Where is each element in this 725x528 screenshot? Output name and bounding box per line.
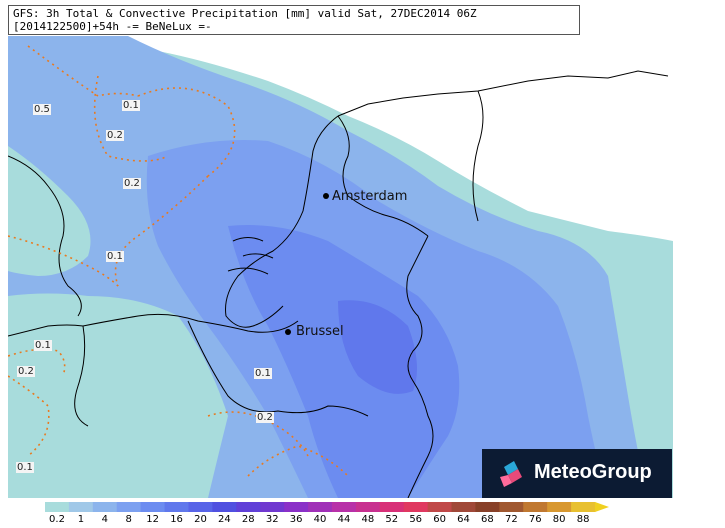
legend-label: 72 [504, 514, 518, 525]
legend-overflow-arrow [595, 502, 609, 512]
logo-text: MeteoGroup [534, 461, 652, 483]
contour-label: 0.5 [33, 104, 51, 115]
title-line-1: GFS: 3h Total & Convective Precipitation… [13, 7, 477, 20]
contour-label: 0.1 [106, 251, 124, 262]
legend-label: 32 [265, 514, 279, 525]
contour-label: 0.1 [34, 340, 52, 351]
legend-label: 12 [146, 514, 160, 525]
legend-swatch [164, 502, 189, 512]
legend-swatch [451, 502, 476, 512]
borders [8, 70, 669, 498]
legend-label: 24 [218, 514, 231, 525]
legend-swatch [308, 502, 333, 512]
legend-label: 44 [337, 514, 351, 525]
legend-swatch [475, 502, 500, 512]
legend-label: 20 [194, 514, 207, 525]
legend-label: 16 [170, 514, 183, 525]
legend-label: 68 [481, 514, 494, 525]
legend-swatch [116, 502, 142, 512]
legend-label: 48 [361, 514, 375, 525]
city-label-brussel: Brussel [296, 324, 344, 339]
legend-label: 64 [457, 514, 470, 525]
legend-label: 28 [241, 514, 255, 525]
islands [227, 237, 274, 275]
legend-label: 56 [409, 514, 423, 525]
contour-label: 0.1 [16, 462, 34, 473]
legend-label: 52 [385, 514, 399, 525]
legend-swatch [284, 502, 309, 512]
legend-swatch [45, 502, 70, 512]
legend-label: 88 [576, 514, 590, 525]
legend-label: 36 [289, 514, 303, 525]
legend-swatch [68, 502, 94, 512]
legend-label: 40 [313, 514, 327, 525]
legend-label: 8 [125, 514, 132, 525]
legend-swatch [260, 502, 285, 512]
legend-swatch [403, 502, 429, 512]
map-svg [8, 36, 673, 498]
amsterdam-marker [323, 193, 329, 199]
contour-label: 0.2 [256, 412, 274, 423]
precip-band-12 [338, 300, 417, 394]
no-precip-area [108, 36, 673, 241]
contour-label: 0.2 [17, 366, 35, 377]
contour-label: 0.1 [122, 100, 140, 111]
precipitation-map: 0.5 0.1 0.2 0.2 0.1 0.1 0.2 0.1 0.2 0.1 … [8, 36, 673, 498]
legend-swatch [499, 502, 524, 512]
meteogroup-mark-icon [500, 461, 522, 487]
legend-swatch [92, 502, 118, 512]
legend-label: 80 [552, 514, 566, 525]
title-line-2: [2014122500]+54h -= BeNeLux =- [13, 20, 212, 33]
legend-colorbar [45, 502, 609, 512]
precip-band-8 [228, 225, 460, 498]
legend-label: 0.2 [49, 514, 65, 525]
contour-label: 0.2 [123, 178, 141, 189]
legend-swatch [427, 502, 453, 512]
legend-label: 1 [77, 514, 85, 525]
map-title: GFS: 3h Total & Convective Precipitation… [8, 5, 580, 35]
legend-swatch [212, 502, 237, 512]
contour-label: 0.2 [106, 130, 124, 141]
legend-swatch [355, 502, 381, 512]
legend-swatch [331, 502, 357, 512]
brussel-marker [285, 329, 291, 335]
legend-swatch [571, 502, 596, 512]
legend-swatch [379, 502, 405, 512]
legend-label: 76 [528, 514, 542, 525]
city-label-amsterdam: Amsterdam [332, 189, 408, 204]
contour-label: 0.1 [254, 368, 272, 379]
legend-swatch [140, 502, 166, 512]
legend-swatch [236, 502, 261, 512]
legend-swatch [547, 502, 572, 512]
precip-band-0-2-west [8, 146, 91, 276]
legend-label: 4 [101, 514, 108, 525]
meteogroup-logo: MeteoGroup [482, 449, 672, 498]
legend-swatch [188, 502, 213, 512]
legend-swatch [523, 502, 548, 512]
legend-label: 60 [433, 514, 446, 525]
